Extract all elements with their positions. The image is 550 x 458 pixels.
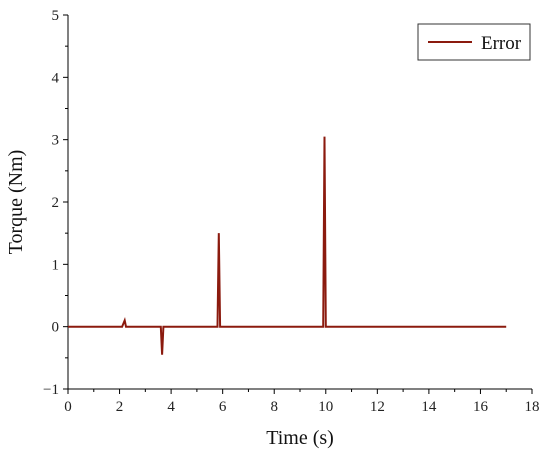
x-tick-label: 2 bbox=[116, 399, 124, 415]
x-tick-label: 10 bbox=[318, 399, 333, 415]
legend: Error bbox=[417, 23, 531, 61]
y-tick-label: 2 bbox=[52, 195, 60, 211]
plot-area bbox=[67, 15, 532, 390]
y-axis-ticks: 5 4 3 2 1 0 −1 bbox=[43, 8, 68, 398]
x-tick-label: 18 bbox=[525, 399, 540, 415]
y-tick-label: 5 bbox=[52, 8, 60, 24]
series-layer bbox=[68, 136, 507, 355]
y-tick-label: −1 bbox=[43, 382, 59, 398]
x-tick-label: 12 bbox=[370, 399, 385, 415]
x-tick-label: 16 bbox=[473, 399, 489, 415]
legend-label-error: Error bbox=[481, 33, 522, 54]
x-tick-label: 4 bbox=[167, 399, 175, 415]
x-tick-label: 8 bbox=[270, 399, 278, 415]
y-axis-title: Torque (Nm) bbox=[5, 150, 27, 255]
y-tick-label: 0 bbox=[52, 320, 60, 336]
x-tick-label: 6 bbox=[219, 399, 227, 415]
series-line-error bbox=[68, 136, 507, 355]
x-tick-label: 0 bbox=[64, 399, 72, 415]
y-tick-label: 3 bbox=[52, 133, 60, 149]
x-axis-title: Time (s) bbox=[266, 427, 334, 449]
x-axis-ticks: 0 2 4 6 8 10 12 14 16 18 bbox=[64, 389, 540, 415]
x-tick-label: 14 bbox=[421, 399, 437, 415]
y-tick-label: 4 bbox=[52, 70, 60, 86]
y-tick-label: 1 bbox=[52, 257, 60, 273]
